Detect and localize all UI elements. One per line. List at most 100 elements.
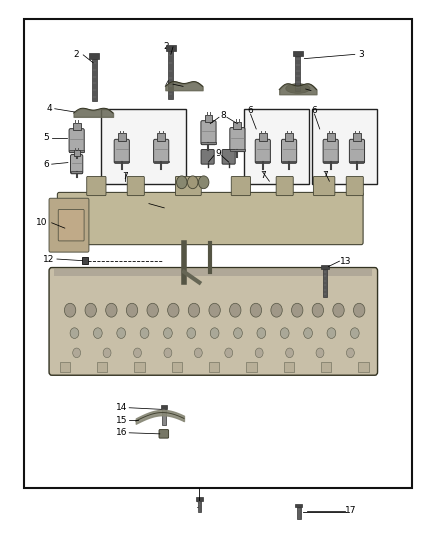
Text: 12: 12 [42,255,54,263]
Circle shape [271,303,282,317]
Text: 7: 7 [322,172,328,180]
Circle shape [103,348,111,358]
Bar [246,362,257,372]
Circle shape [346,348,354,358]
Circle shape [209,303,220,317]
FancyBboxPatch shape [323,139,338,163]
Circle shape [85,303,96,317]
Circle shape [312,303,324,317]
Circle shape [188,303,200,317]
Text: 4: 4 [297,85,303,93]
Text: 6: 6 [311,106,318,115]
Bar [157,133,165,141]
Circle shape [70,328,79,338]
Text: 2: 2 [164,43,169,51]
Bar [205,115,212,122]
Text: 5: 5 [43,133,49,142]
Bar [358,362,369,372]
Bar [295,504,302,507]
FancyBboxPatch shape [58,209,84,241]
Text: 16: 16 [116,429,127,437]
Circle shape [147,303,159,317]
Text: 7: 7 [260,172,266,180]
Text: 10: 10 [36,219,47,227]
Circle shape [225,348,233,358]
Bar [24,19,412,488]
Bar [196,497,202,501]
FancyBboxPatch shape [222,150,235,164]
Circle shape [164,348,172,358]
FancyBboxPatch shape [69,128,84,152]
Bar [321,265,329,269]
FancyBboxPatch shape [154,139,169,163]
Bar [323,269,327,297]
Bar [283,362,294,372]
Circle shape [73,348,81,358]
FancyBboxPatch shape [201,120,216,144]
FancyBboxPatch shape [71,155,83,174]
Bar [285,133,293,141]
Circle shape [198,176,209,189]
Bar [244,109,309,184]
Text: 14: 14 [116,403,127,412]
Text: 9: 9 [215,149,221,158]
FancyBboxPatch shape [255,139,270,163]
Bar [89,53,99,59]
Bar [255,161,270,163]
Circle shape [64,303,76,317]
Bar [312,109,377,184]
Circle shape [327,328,336,338]
Text: 1: 1 [196,501,202,510]
Bar [73,123,81,130]
Circle shape [187,176,198,189]
Text: 8: 8 [220,111,226,119]
Bar [60,362,70,372]
Circle shape [134,348,141,358]
Circle shape [117,328,126,338]
Text: 3: 3 [358,50,364,59]
Bar [82,257,88,264]
Circle shape [126,303,138,317]
Text: 7: 7 [122,173,128,181]
Bar [350,161,364,163]
Bar [297,507,301,519]
Bar [168,51,173,99]
Text: 17: 17 [345,506,356,515]
Circle shape [230,303,241,317]
Ellipse shape [286,84,310,93]
Bar [230,149,245,151]
Bar [353,133,361,141]
FancyBboxPatch shape [201,150,214,164]
Bar [54,269,372,276]
FancyBboxPatch shape [282,139,297,163]
Bar [293,51,303,56]
Bar [74,150,80,156]
Text: 15: 15 [116,416,127,424]
FancyBboxPatch shape [49,198,89,252]
Circle shape [250,303,261,317]
Bar [161,405,167,409]
Circle shape [350,328,359,338]
Text: 2: 2 [74,51,79,59]
Bar [233,122,241,129]
Bar [71,172,82,173]
Text: 13: 13 [340,257,352,265]
Circle shape [93,328,102,338]
Circle shape [257,328,266,338]
Bar [259,133,267,141]
FancyBboxPatch shape [276,176,293,196]
FancyBboxPatch shape [87,176,106,196]
Bar [282,161,297,163]
Circle shape [233,328,242,338]
Circle shape [304,328,312,338]
Bar [101,109,186,184]
Bar [327,133,335,141]
Circle shape [286,348,293,358]
FancyBboxPatch shape [175,176,201,196]
Bar [69,150,84,152]
FancyBboxPatch shape [127,176,144,196]
FancyBboxPatch shape [346,176,364,196]
Text: 4: 4 [46,104,52,113]
Circle shape [353,303,365,317]
FancyBboxPatch shape [350,139,364,163]
